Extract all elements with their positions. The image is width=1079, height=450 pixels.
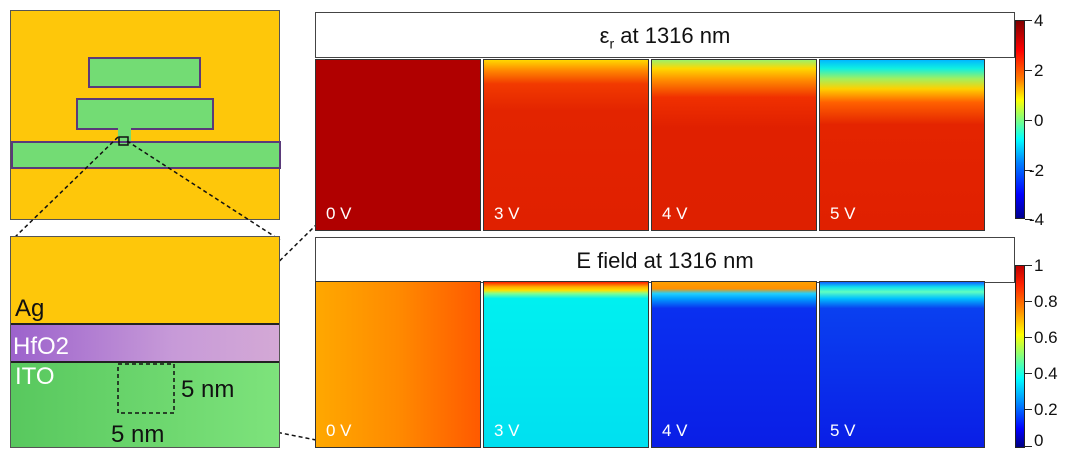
voltage-label: 4 V [662,421,688,440]
eps-tick-label: -4 [1029,210,1045,229]
hfo2-layer [11,323,279,363]
middle-bar [76,98,214,130]
field-colorbar [1015,265,1025,448]
field-map-5v: 5 V [819,281,985,448]
eps-tick [1025,219,1032,220]
ito-label: ITO [15,363,55,390]
voltage-label: 0 V [326,421,352,440]
field-tick-label: 1 [1034,256,1044,275]
voltage-label: 0 V [326,204,352,223]
field-tick [1025,446,1032,447]
eps-map-4v: 4 V [651,59,817,231]
eps-tick-label: 0 [1034,111,1044,130]
eps-map-3v: 3 V [483,59,649,231]
eps-tick [1025,120,1032,121]
eps-tick [1025,170,1032,171]
eps-tick [1025,70,1032,71]
eps-tick-label: 4 [1034,11,1044,30]
device-top-view [10,10,281,220]
field-tick-label: 0.6 [1034,328,1058,347]
dim-vertical-label: 5 nm [181,376,235,403]
voltage-label: 4 V [662,204,688,223]
top-bar [88,57,201,88]
dimension-box [117,363,175,414]
field-tick-label: 0.4 [1034,364,1058,383]
waveguide-bar [11,141,281,169]
field-tick-label: 0.2 [1034,400,1058,419]
field-map-4v: 4 V [651,281,817,448]
ag-label: Ag [15,295,45,322]
voltage-label: 5 V [830,421,856,440]
device-geometry [11,57,281,169]
field-tick [1025,337,1032,338]
field-tick-label: 0 [1034,431,1044,450]
hfo2-label: HfO2 [13,333,70,360]
zoom-line-left [11,136,119,241]
cross-section: Ag HfO2 ITO 5 nm 5 nm [10,236,280,448]
field-tick [1025,265,1032,266]
field-tick [1025,409,1032,410]
field-panel-title: E field at 1316 nm [315,237,1015,283]
eps-colorbar [1015,20,1025,219]
voltage-label: 5 V [830,204,856,223]
eps-tick [1025,20,1032,21]
eps-tick-label: 2 [1034,61,1044,80]
dim-horizontal-label: 5 nm [111,421,165,448]
field-map-0v: 0 V [315,281,481,448]
eps-tick-label: -2 [1029,161,1045,180]
zoom-line-right [126,140,281,241]
eps-map-5v: 5 V [819,59,985,231]
field-map-3v: 3 V [483,281,649,448]
field-tick [1025,301,1032,302]
eps-map-0v: 0 V [315,59,481,231]
field-tick [1025,373,1032,374]
eps-panel-title: εr at 1316 nm [315,12,1015,58]
voltage-label: 3 V [494,204,520,223]
ito-layer [11,363,279,447]
field-tick-label: 0.8 [1034,292,1058,311]
voltage-label: 3 V [494,421,520,440]
